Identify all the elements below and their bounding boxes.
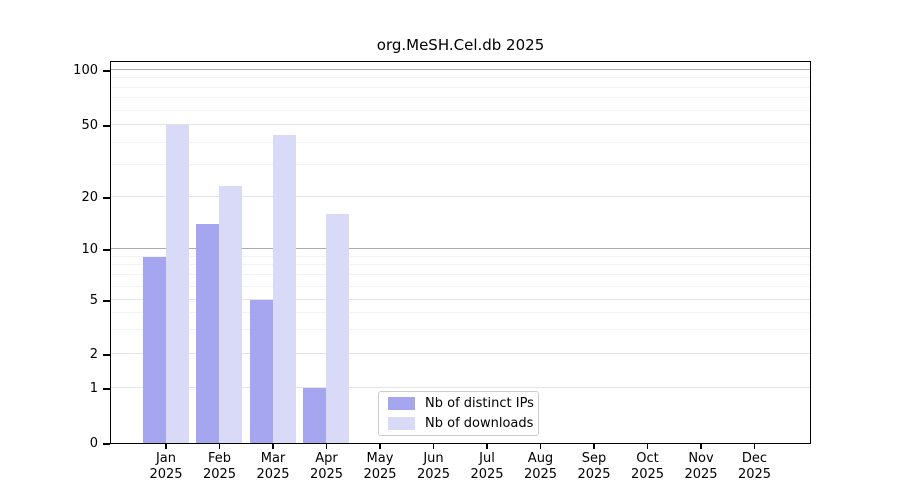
- gridline-y-60: [111, 109, 810, 111]
- x-tick-label-jun: Jun 2025: [416, 451, 451, 482]
- gridline-y-100: [111, 69, 810, 70]
- legend-row-distinct-ips: Nb of distinct IPs: [388, 396, 534, 411]
- x-tick-mark-mar: [272, 444, 274, 449]
- y-tick-label-20: 20: [81, 189, 98, 205]
- gridline-y-3: [111, 329, 810, 331]
- bar-distinct-ips-mar: [249, 300, 273, 443]
- bar-downloads-apr: [326, 213, 349, 443]
- x-tick-label-aug: Aug 2025: [523, 451, 558, 482]
- gridline-y-1: [111, 387, 810, 389]
- y-tick-mark-5: [103, 300, 110, 302]
- y-tick-mark-20: [103, 197, 110, 199]
- gridline-y-5: [111, 299, 810, 300]
- y-tick-mark-2: [103, 354, 110, 356]
- x-tick-mark-dec: [753, 444, 756, 449]
- legend: Nb of distinct IPs Nb of downloads: [378, 391, 539, 436]
- chart-title: org.MeSH.Cel.db 2025: [376, 36, 545, 54]
- y-tick-mark-0: [103, 443, 110, 445]
- x-tick-label-nov: Nov 2025: [684, 451, 718, 482]
- gridline-y-7: [111, 274, 810, 276]
- legend-row-downloads: Nb of downloads: [388, 416, 533, 431]
- x-tick-mark-jan: [165, 444, 167, 449]
- gridline-y-70: [111, 97, 810, 99]
- legend-swatch-downloads: [388, 417, 415, 430]
- x-tick-mark-sep: [593, 444, 595, 449]
- legend-label-distinct-ips: Nb of distinct IPs: [425, 396, 534, 411]
- y-tick-mark-10: [103, 249, 110, 251]
- bar-downloads-feb: [219, 186, 242, 443]
- gridline-y-6: [111, 285, 810, 287]
- gridline-y-10: [111, 248, 810, 250]
- x-tick-label-dec: Dec 2025: [737, 451, 772, 482]
- gridline-y-4: [111, 312, 810, 314]
- legend-swatch-distinct-ips: [388, 397, 415, 410]
- bar-downloads-mar: [272, 135, 296, 443]
- y-tick-label-1: 1: [89, 381, 98, 396]
- gridline-y-50: [111, 124, 810, 125]
- bar-downloads-jan: [165, 125, 189, 443]
- y-tick-label-0: 0: [89, 436, 98, 451]
- gridline-y-2: [111, 353, 810, 354]
- y-tick-label-50: 50: [81, 117, 98, 133]
- gridline-y-90: [111, 77, 810, 79]
- gridline-y-80: [111, 86, 810, 88]
- x-tick-mark-oct: [646, 444, 649, 449]
- y-tick-label-2: 2: [89, 346, 98, 362]
- x-tick-label-apr: Apr 2025: [309, 451, 344, 482]
- x-tick-mark-feb: [218, 444, 221, 449]
- gridline-y-9: [111, 255, 810, 257]
- x-tick-mark-aug: [539, 444, 542, 449]
- gridline-y-30: [111, 164, 810, 166]
- y-tick-label-5: 5: [89, 292, 98, 308]
- y-tick-mark-100: [103, 70, 110, 72]
- y-tick-label-100: 100: [73, 62, 98, 78]
- x-tick-mark-jun: [432, 444, 435, 449]
- bar-distinct-ips-jan: [142, 256, 166, 443]
- x-tick-label-oct: Oct 2025: [630, 451, 665, 482]
- gridline-y-20: [111, 196, 810, 197]
- x-tick-mark-apr: [325, 444, 328, 449]
- plot-area: [110, 61, 811, 444]
- x-tick-label-jan: Jan 2025: [149, 451, 183, 482]
- x-tick-mark-may: [379, 444, 381, 449]
- y-tick-mark-50: [103, 125, 110, 127]
- gridline-y-8: [111, 264, 810, 266]
- x-tick-mark-jul: [486, 444, 488, 449]
- bar-distinct-ips-feb: [196, 223, 219, 443]
- x-tick-mark-nov: [700, 444, 702, 449]
- gridline-y-40: [111, 141, 810, 143]
- bar-distinct-ips-apr: [303, 388, 326, 443]
- y-tick-label-10: 10: [81, 242, 98, 257]
- x-tick-label-jul: Jul 2025: [470, 451, 504, 482]
- x-tick-label-may: May 2025: [363, 451, 397, 482]
- y-tick-mark-1: [103, 388, 110, 390]
- x-tick-label-mar: Mar 2025: [256, 451, 290, 482]
- legend-label-downloads: Nb of downloads: [425, 416, 534, 431]
- x-tick-label-feb: Feb 2025: [202, 451, 237, 482]
- x-tick-label-sep: Sep 2025: [577, 451, 611, 482]
